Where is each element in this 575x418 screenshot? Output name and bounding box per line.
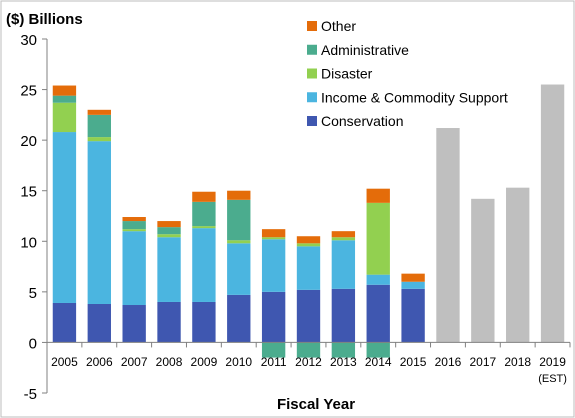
bar-2007-administrative [122,221,146,230]
legend: Other Administrative Disaster Income & Comm… [307,18,508,129]
bar-2008-administrative [157,227,181,235]
bar-2014-income-commodity-support [366,274,390,285]
bar-2014-administrative [366,342,390,358]
x-tick-label: 2018 [504,355,531,369]
bar-2010-administrative [227,199,251,241]
legend-swatch [307,68,317,79]
bar-2010-income-commodity-support [227,243,251,295]
bar-2009-conservation [192,301,216,343]
bar-2008-conservation [157,301,181,343]
bar-2006-conservation [87,303,111,343]
bar-2009-income-commodity-support [192,228,216,302]
bar-2015-income-commodity-support [401,281,425,289]
bar-2017-total [471,198,495,343]
legend-label: Income & Commodity Support [321,89,508,105]
bar-2014-disaster [366,202,390,275]
y-tick-label: 10 [20,234,37,251]
bar-2010-disaster [227,240,251,244]
legend-label: Disaster [321,66,373,82]
bar-2009-administrative [192,201,216,227]
bar-2014-other [366,188,390,203]
x-tick-label: 2014 [365,355,392,369]
x-tick-label: 2019 [539,355,566,369]
legend-swatch [307,44,317,55]
x-tick-label: 2017 [469,355,496,369]
y-tick-label: 30 [20,32,37,49]
bar-2012-other [296,236,321,244]
x-tick-label: 2008 [156,355,183,369]
bar-2010-other [227,190,251,200]
bar-2015-conservation [401,288,425,343]
bar-2006-administrative [87,114,111,138]
x-tick-note: (EST) [538,373,567,385]
bar-2011-conservation [261,291,286,343]
x-tick-label: 2016 [435,355,462,369]
bar-2015-other [401,273,425,282]
bar-2005-other [52,85,77,96]
bars-group [52,84,565,358]
bar-2012-administrative [296,342,321,358]
bar-2007-disaster [122,229,146,232]
y-tick-label: -5 [24,386,37,403]
x-tick-label: 2012 [295,355,322,369]
bar-2018-total [506,187,530,343]
x-tick-label: 2013 [330,355,357,369]
bar-2005-administrative [52,95,77,103]
bar-2013-conservation [331,288,356,343]
bar-2019-total [540,84,565,343]
y-tick-label: 20 [20,133,37,150]
bar-2008-other [157,221,181,228]
bar-2005-income-commodity-support [52,132,77,303]
x-tick-label: 2006 [86,355,113,369]
legend-swatch [307,116,317,126]
bar-2008-disaster [157,234,181,238]
bar-2011-income-commodity-support [261,239,286,292]
legend-swatch [307,92,317,103]
bar-2016-total [436,128,460,343]
bar-2013-administrative [331,342,356,358]
bar-2014-conservation [366,284,390,343]
y-tick-label: 25 [20,83,37,100]
y-tick-label: 5 [29,285,37,302]
bar-2005-disaster [52,102,77,133]
bar-2012-conservation [296,289,321,343]
x-tick-label: 2015 [400,355,427,369]
x-tick-label: 2011 [261,355,287,369]
legend-label: Administrative [321,42,409,58]
bar-2012-disaster [296,243,321,247]
legend-swatch [307,21,317,31]
bar-2013-disaster [331,237,356,241]
bar-2005-conservation [52,302,77,343]
y-axis-title: ($) Billions [6,11,83,28]
legend-label: Conservation [321,113,404,129]
bar-2006-other [87,109,111,115]
bar-2011-disaster [261,237,286,240]
x-tick-label: 2009 [191,355,218,369]
x-tick-label: 2007 [121,355,148,369]
y-tick-label: 15 [20,184,37,201]
legend-label: Other [321,18,356,34]
x-tick-label: 2010 [225,355,252,369]
bar-2008-income-commodity-support [157,237,181,302]
bar-2006-disaster [87,137,111,142]
bar-2007-other [122,217,146,222]
bar-2011-other [261,229,286,238]
x-tick-label: 2005 [51,355,78,369]
bar-2007-income-commodity-support [122,231,146,305]
bar-2011-administrative [261,342,286,358]
y-tick-label: 0 [29,335,37,352]
bar-2007-conservation [122,305,146,343]
bar-2006-income-commodity-support [87,141,111,304]
bar-2013-other [331,231,356,238]
bar-2010-conservation [227,294,251,343]
bar-2009-disaster [192,226,216,229]
bar-2009-other [192,191,216,202]
x-axis-title: Fiscal Year [277,396,355,413]
bar-2012-income-commodity-support [296,246,321,290]
bar-2013-income-commodity-support [331,240,356,289]
